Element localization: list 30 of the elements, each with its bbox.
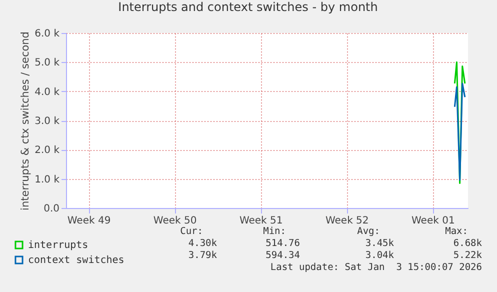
text: 594.34	[266, 250, 300, 261]
text: 6.68k	[453, 238, 482, 249]
y-tick-label: 3.0 k	[34, 116, 60, 127]
y-tick-label: 1.0 k	[34, 174, 60, 186]
y-axis-title: interrupts & ctx switches / second	[20, 32, 32, 210]
chart-title: Interrupts and context switches - by month	[118, 0, 378, 14]
x-tick-label: Week 49	[67, 216, 111, 226]
x-tick-label: Week 51	[239, 216, 283, 226]
y-tick-label: 0.0	[44, 204, 60, 214]
text: Min:	[263, 226, 286, 237]
text: 3.45k	[365, 238, 394, 249]
text: 3.79k	[188, 250, 217, 261]
text: 5.22k	[453, 250, 482, 261]
text: Avg:	[357, 226, 380, 237]
y-tick-label: 5.0 k	[34, 58, 60, 69]
text: 514.76	[266, 238, 300, 249]
text: Last update: Sat Jan 3 15:00:07 2026	[270, 262, 482, 273]
text: 4.30k	[188, 238, 217, 249]
y-tick-label: 2.0 k	[34, 145, 60, 156]
x-tick-label: Week 52	[325, 216, 369, 226]
text: 3.04k	[365, 250, 394, 261]
legend-label: context switches	[28, 255, 124, 266]
legend-label: interrupts	[28, 240, 88, 251]
y-tick-label: 4.0 k	[34, 86, 60, 98]
text: Cur:	[180, 226, 203, 237]
text: Max:	[445, 226, 468, 237]
x-tick-label: Week 01	[412, 216, 455, 226]
x-tick-label: Week 50	[153, 216, 197, 226]
y-tick-label: 6.0 k	[34, 28, 60, 40]
line-series	[454, 82, 466, 181]
